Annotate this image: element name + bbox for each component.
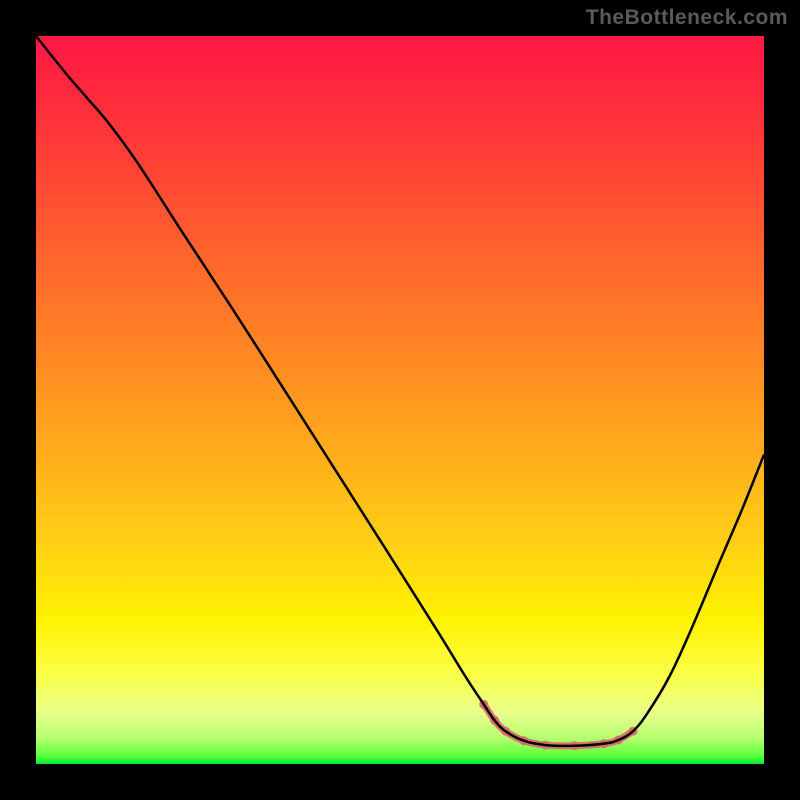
valley-highlight-curve — [484, 704, 633, 746]
chart-container: TheBottleneck.com — [0, 0, 800, 800]
watermark-text: TheBottleneck.com — [586, 6, 788, 30]
curve-overlay — [36, 36, 764, 764]
bottleneck-curve — [36, 36, 764, 746]
plot-area — [36, 36, 764, 764]
